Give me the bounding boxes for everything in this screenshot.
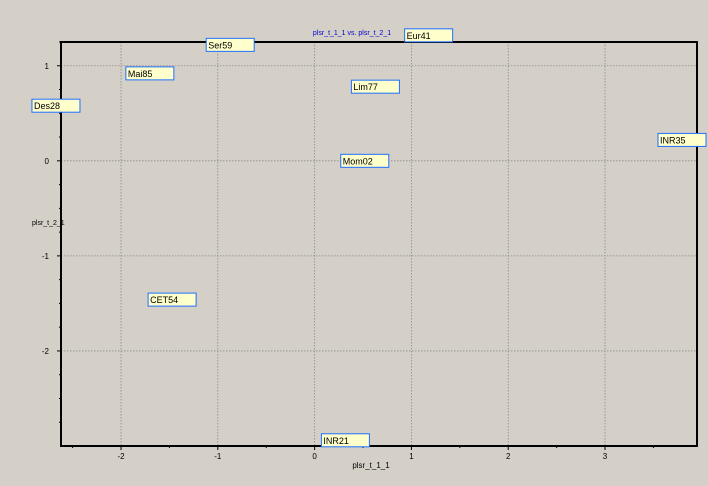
y-tick-label: 1 [45,62,50,71]
y-axis-label: plsr_t_2_1 [32,220,65,227]
point-label-eur41: Eur41 [404,28,454,43]
point-marker [125,66,175,81]
point-marker [340,153,390,168]
point-label-text: Eur41 [407,31,431,41]
point-label-text: Mom02 [343,156,373,166]
point-label-lim77: Lim77 [350,79,400,94]
chart-title: plsr_t_1_1 vs. plsr_t_2_1 [313,30,391,37]
point-label-cet54: CET54 [147,292,197,307]
point-label-text: Mai85 [128,69,153,79]
point-label-text: INR21 [323,436,349,446]
x-tick-label: 2 [506,452,511,461]
tick-layer: -2 -1 0 1 2 3 1 0 -1 -2 [42,41,654,461]
x-axis-label: plsr_t_1_1 [352,461,390,470]
y-tick-label: 0 [45,157,50,166]
point-label-text: Des28 [34,101,60,111]
grid-layer [61,42,697,446]
y-tick-label: -1 [42,252,50,261]
point-label-text: Ser59 [208,40,232,50]
x-tick-label: 3 [603,452,608,461]
point-marker [320,433,370,448]
point-label-des28: Des28 [31,98,81,113]
plot-area [61,42,697,446]
point-layer: Ser59 Eur41 Mai85 Lim77 Des28 INR35 Mom02 CET54… [31,28,707,448]
point-marker [657,132,707,147]
point-label-mai85: Mai85 [125,66,175,81]
point-marker [31,98,81,113]
y-tick-label: -2 [42,347,50,356]
point-label-inr35: INR35 [657,132,707,147]
x-tick-label: -2 [117,452,125,461]
plot-frame [60,41,698,447]
x-tick-label: 0 [312,452,317,461]
point-marker [404,28,454,43]
point-label-inr21: INR21 [320,433,370,448]
point-label-ser59: Ser59 [205,37,255,52]
x-tick-label: 1 [409,452,414,461]
point-label-text: INR35 [660,135,686,145]
point-label-text: CET54 [150,295,178,305]
point-marker [205,37,255,52]
x-tick-label: -1 [214,452,222,461]
point-marker [350,79,400,94]
point-label-mom02: Mom02 [340,153,390,168]
point-label-text: Lim77 [353,82,378,92]
point-marker [147,292,197,307]
